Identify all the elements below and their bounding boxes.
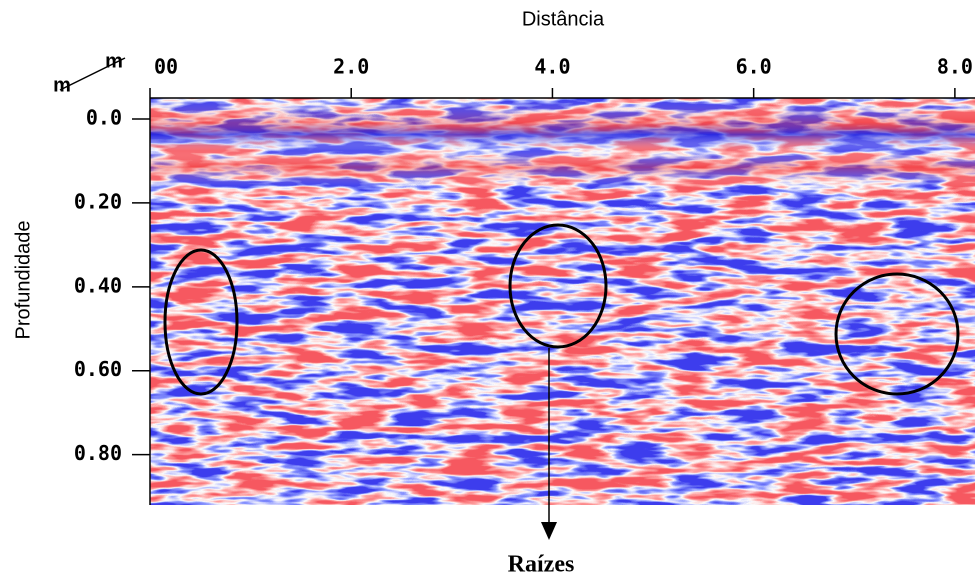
y-tick-label: 0.80: [74, 441, 122, 465]
x-tick-label: 6.0: [736, 55, 772, 79]
surface-bands: [150, 98, 975, 505]
x-tick-label: 4.0: [534, 55, 570, 79]
x-unit: m: [105, 50, 123, 72]
unit-divider: [59, 57, 126, 91]
arrow-head: [541, 522, 557, 540]
y-axis-title: Profundidade: [12, 221, 34, 340]
radargram-image: [150, 98, 975, 505]
y-tick-label: 0.40: [74, 273, 122, 297]
x-tick-label: 8.0: [937, 55, 973, 79]
annotation-label: Raízes: [508, 552, 575, 578]
y-tick-label: 0.20: [74, 189, 122, 213]
y-unit: m: [53, 74, 71, 96]
root-ellipse: [508, 223, 608, 349]
root-ellipse: [834, 272, 960, 396]
annotations: [163, 223, 960, 396]
y-tick-label: 0.60: [74, 357, 122, 381]
x-tick-label: 2.0: [333, 55, 369, 79]
x-tick-label: 00: [154, 55, 178, 79]
root-ellipse: [163, 248, 239, 396]
x-axis-title: Distância: [522, 8, 605, 30]
y-tick-label: 0.0: [86, 105, 122, 129]
